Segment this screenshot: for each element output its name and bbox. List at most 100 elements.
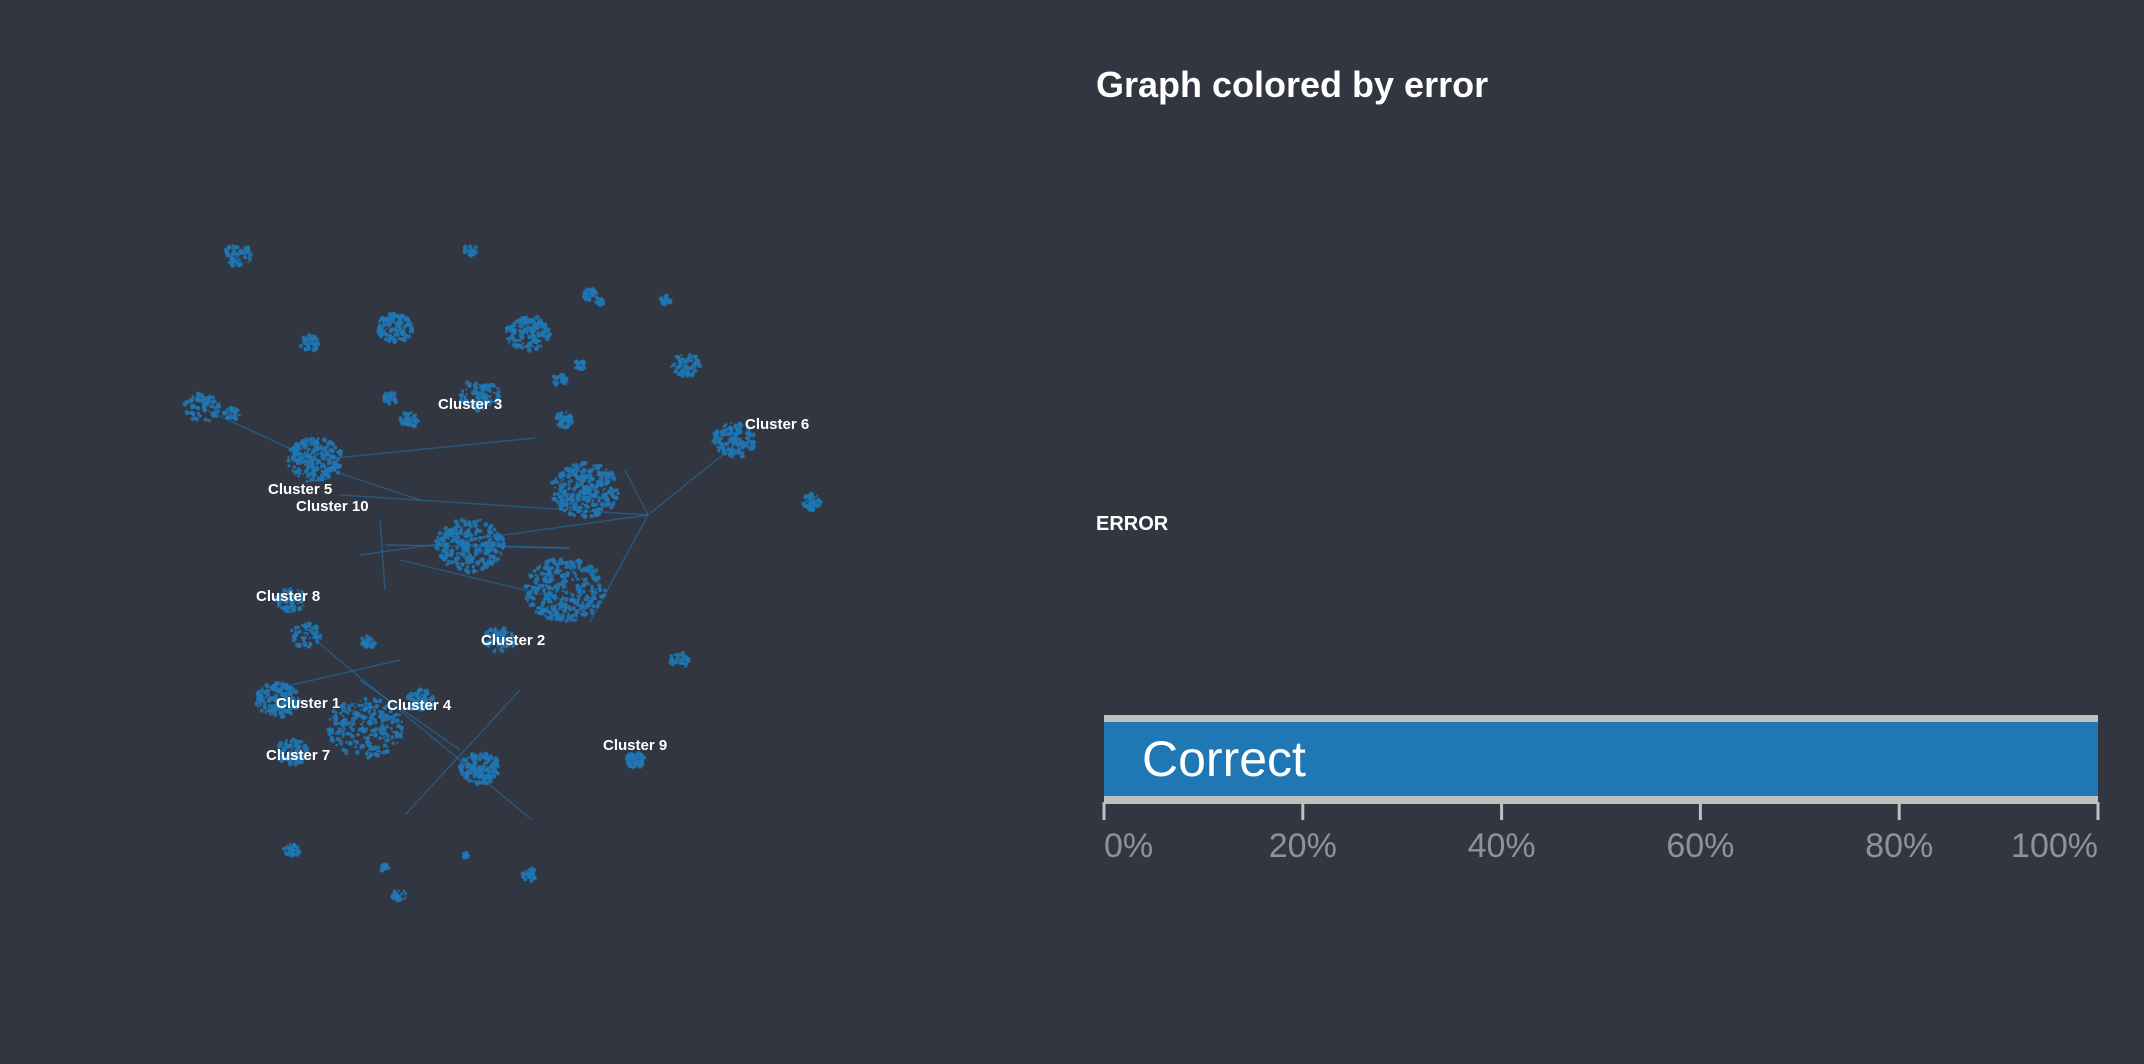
graph-node [604, 481, 608, 485]
graph-node [482, 393, 487, 398]
graph-node [235, 417, 239, 421]
graph-node [467, 523, 470, 526]
graph-node [542, 600, 546, 605]
graph-node [552, 479, 558, 485]
graph-node [278, 749, 283, 754]
graph-node [344, 751, 349, 755]
graph-node [496, 644, 499, 648]
graph-node [268, 686, 271, 689]
graph-node [487, 525, 493, 530]
graph-node [630, 755, 635, 760]
graph-node [590, 467, 595, 472]
graph-node [366, 639, 370, 642]
graph-node [485, 548, 491, 554]
graph-node [478, 539, 481, 542]
graph-node [493, 400, 498, 404]
graph-node [512, 329, 515, 333]
graph-node [609, 470, 614, 476]
graph-node [735, 428, 738, 431]
graph-node [490, 382, 495, 388]
graph-node [527, 590, 532, 596]
graph-node [403, 897, 406, 900]
x-tick-label: 0% [1104, 827, 1153, 865]
graph-node [482, 640, 488, 646]
graph-node [464, 388, 468, 391]
graph-node [283, 698, 287, 702]
graph-node [399, 323, 403, 326]
graph-node [597, 601, 601, 604]
graph-node [392, 397, 398, 402]
graph-node [301, 459, 307, 465]
graph-node [469, 766, 472, 769]
graph-node [611, 475, 617, 482]
graph-node [638, 759, 641, 762]
graph-node [393, 730, 397, 734]
graph-node [191, 396, 195, 399]
graph-node [559, 489, 564, 494]
graph-node [369, 745, 373, 748]
graph-node [685, 658, 689, 663]
graph-node [367, 721, 373, 726]
graph-node [461, 551, 465, 556]
graph-node [293, 625, 298, 630]
graph-node [487, 775, 490, 778]
graph-node [559, 598, 564, 603]
graph-node [338, 737, 341, 740]
graph-node [473, 754, 479, 759]
graph-node [305, 631, 308, 635]
graph-node [596, 470, 601, 475]
graph-node [492, 630, 497, 635]
graph-node [604, 468, 608, 471]
graph-node [368, 734, 371, 737]
graph-node [581, 477, 585, 481]
graph-node [534, 588, 539, 592]
graph-node [581, 609, 585, 613]
graph-node [592, 464, 595, 467]
graph-node [281, 685, 286, 689]
graph-node [416, 702, 421, 708]
graph-node [394, 718, 400, 723]
graph-node [287, 854, 290, 857]
graph-node [480, 566, 485, 572]
graph-node [542, 329, 547, 334]
graph-node [211, 404, 215, 408]
graph-node [674, 354, 679, 359]
graph-node [543, 592, 549, 598]
graph-node [509, 640, 514, 645]
graph-node [465, 380, 470, 386]
graph-node [302, 638, 306, 642]
graph-node [529, 866, 535, 872]
graph-node [403, 418, 408, 423]
graph-node [313, 468, 318, 473]
graph-node [460, 769, 465, 774]
graph-node [750, 439, 756, 445]
graph-node [577, 597, 581, 601]
graph-node [458, 765, 463, 770]
graph-node [292, 848, 296, 852]
graph-node [303, 341, 308, 346]
graph-node [300, 636, 304, 640]
graph-node [379, 751, 383, 754]
graph-node [555, 615, 560, 621]
graph-node [303, 347, 308, 352]
graph-node [590, 503, 594, 507]
graph-node [563, 492, 569, 498]
graph-node [561, 595, 564, 599]
graph-node [379, 867, 385, 873]
graph-node [403, 318, 407, 321]
graph-node [587, 491, 593, 496]
graph-node [373, 720, 378, 725]
graph-node [312, 334, 317, 339]
graph-node [597, 512, 601, 517]
graph-node [326, 458, 329, 461]
graph-node [518, 329, 523, 334]
graph-node [402, 337, 408, 343]
graph-node [552, 492, 557, 497]
graph-node [804, 499, 808, 503]
cluster-graph[interactable]: Cluster 3 Cluster 6 Cluster 5 Cluster 10… [0, 0, 1060, 1064]
graph-node [413, 692, 420, 698]
graph-node [328, 717, 332, 721]
graph-node [383, 396, 388, 402]
graph-node [455, 561, 458, 564]
graph-node [522, 345, 525, 348]
